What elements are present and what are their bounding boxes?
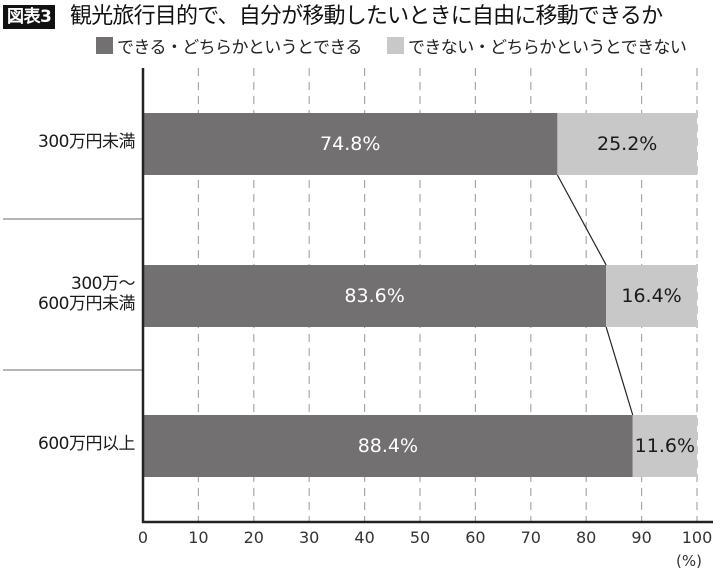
legend-label: できない・どちらかというとできない xyxy=(408,37,687,58)
category-label: 300万〜 600万円未満 xyxy=(38,274,135,314)
x-tick-label: 30 xyxy=(299,528,320,547)
bar-segment-cannot xyxy=(606,265,697,327)
x-tick-label: 20 xyxy=(243,528,264,547)
bar-segment-can xyxy=(143,265,607,327)
bar-segment-cannot xyxy=(557,113,697,175)
connector-line xyxy=(605,326,634,416)
value-label-cannot: 16.4% xyxy=(621,285,682,307)
legend-item-cannot: できない・どちらかというとできない xyxy=(387,34,687,58)
value-label-cannot: 11.6% xyxy=(634,435,696,457)
x-tick-label: 90 xyxy=(631,528,652,547)
chart-title: 観光旅行目的で、自分が移動したいときに自由に移動できるか xyxy=(70,4,663,29)
x-tick-label: 40 xyxy=(354,528,375,547)
category-label: 600万円以上 xyxy=(38,434,135,454)
value-label-can: 88.4% xyxy=(357,435,419,457)
bar-segment-can xyxy=(143,113,558,175)
category-label: 300万円未満 xyxy=(38,132,135,152)
figure-badge: 図表3 xyxy=(3,5,56,29)
x-tick-label: 100 xyxy=(681,528,713,547)
value-label-cannot: 25.2% xyxy=(597,133,658,155)
legend-swatch-light-icon xyxy=(387,36,404,54)
x-tick-label: 50 xyxy=(409,528,431,547)
value-label-can: 74.8% xyxy=(320,133,381,155)
x-tick-label: 0 xyxy=(137,528,149,547)
legend-item-can: できる・どちらかというとできる xyxy=(96,34,362,58)
x-axis-unit: (%) xyxy=(676,552,702,570)
x-tick-label: 60 xyxy=(465,528,486,547)
x-tick-label: 80 xyxy=(576,528,597,547)
bar-segment-can xyxy=(143,415,633,477)
connector-line xyxy=(556,174,607,266)
legend-swatch-dark-icon xyxy=(96,36,113,54)
legend-label: できる・どちらかというとできる xyxy=(117,37,362,58)
x-tick-label: 70 xyxy=(520,528,541,547)
value-label-can: 83.6% xyxy=(344,285,405,307)
bar-segment-cannot xyxy=(632,415,697,477)
x-tick-label: 10 xyxy=(188,528,209,547)
